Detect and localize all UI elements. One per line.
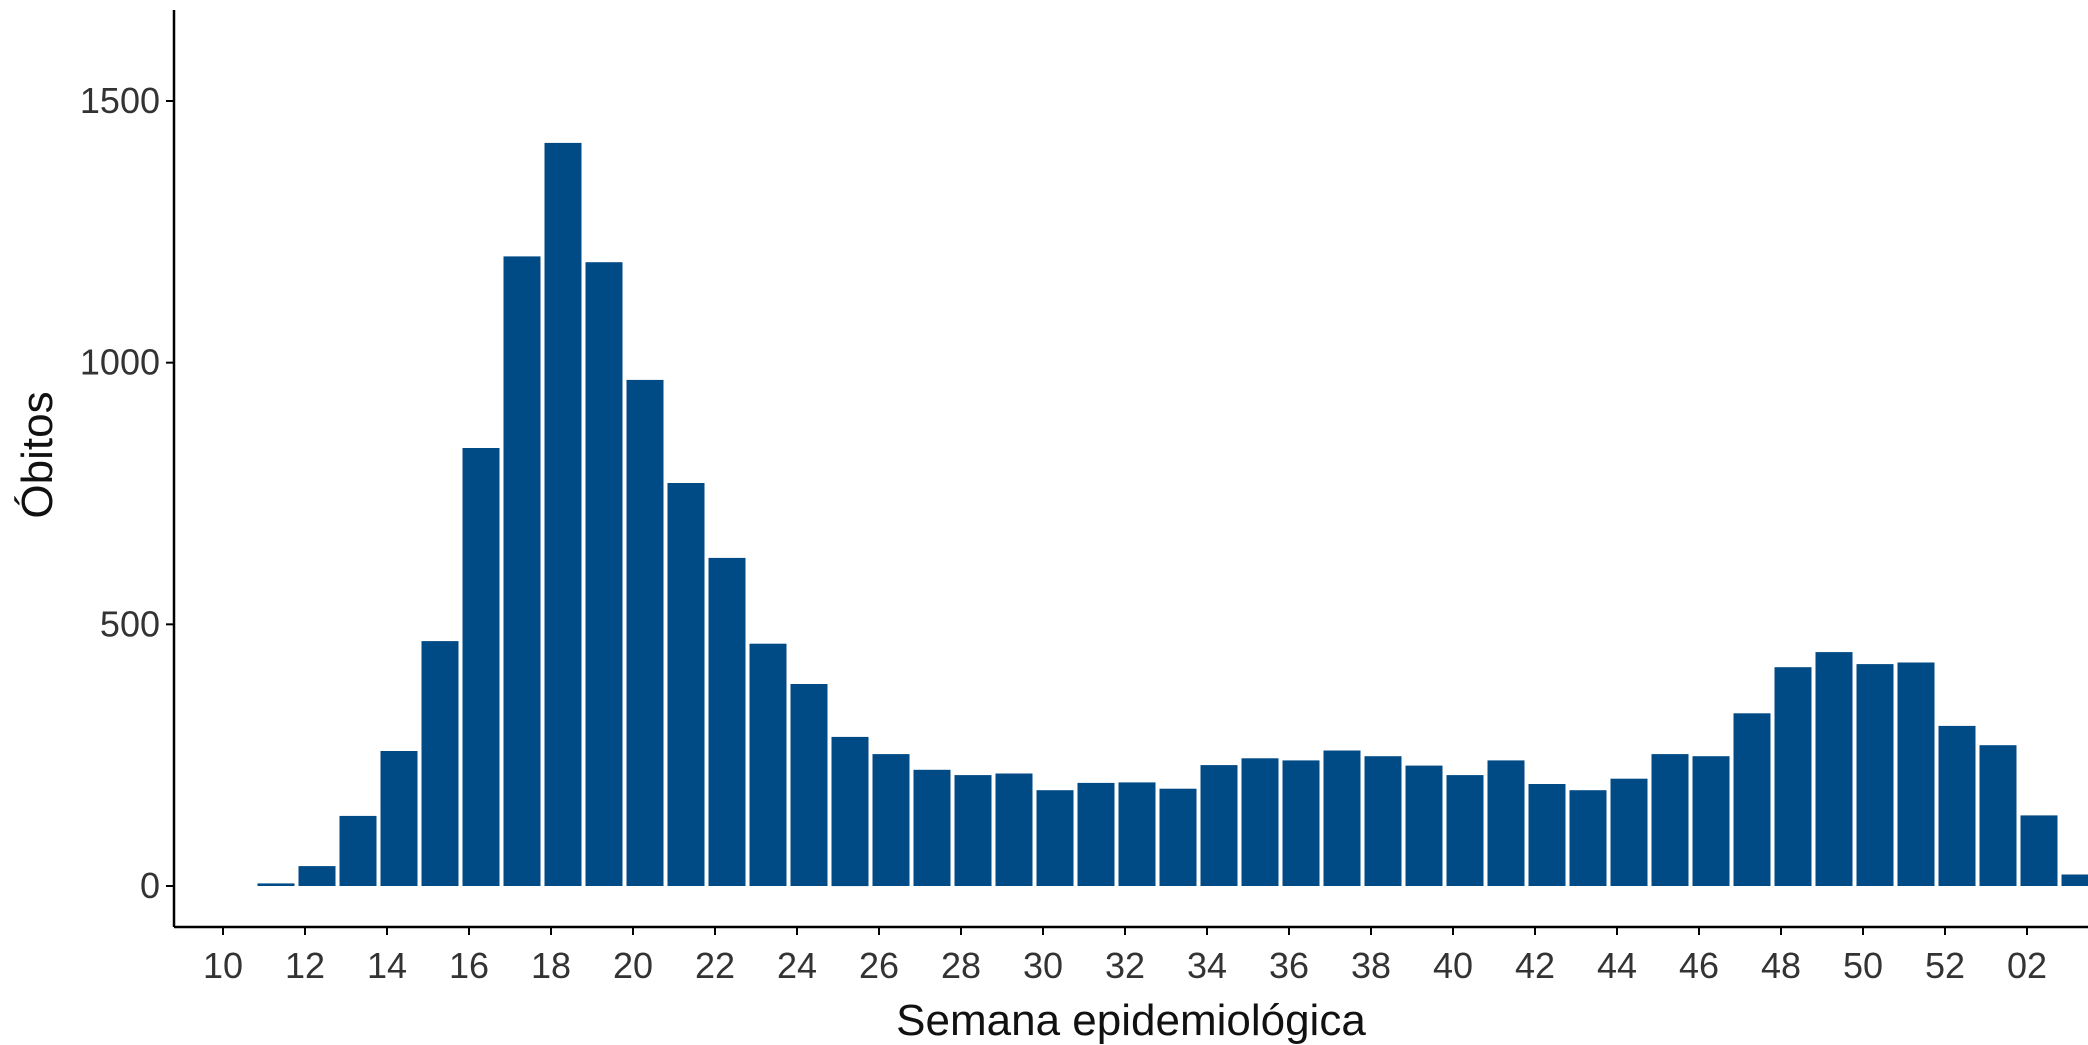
bar-week-37 (1323, 750, 1361, 886)
x-axis-title: Semana epidemiológica (896, 996, 1366, 1045)
bars-group (257, 142, 2088, 887)
x-tick-label: 12 (285, 945, 325, 986)
y-tick-label: 500 (100, 603, 160, 644)
bar-week-44 (1610, 778, 1648, 886)
x-tick-label: 52 (1925, 945, 1965, 986)
bar-week-47 (1733, 713, 1771, 886)
x-tick-label: 28 (941, 945, 981, 986)
bar-week-25 (831, 736, 869, 887)
x-tick-label: 24 (777, 945, 817, 986)
bar-week-22 (708, 557, 746, 886)
x-tick-label: 20 (613, 945, 653, 986)
bar-week-29 (995, 773, 1033, 886)
bar-week-26 (872, 754, 910, 886)
bar-week-45 (1651, 754, 1689, 886)
bar-week-01 (2020, 815, 2058, 886)
bar-week-48 (1774, 667, 1812, 886)
bar-week-20 (626, 379, 664, 886)
y-tick-label: 1500 (80, 80, 160, 121)
y-axis-title: Óbitos (13, 391, 62, 518)
bar-week-28 (954, 775, 992, 886)
bar-week-31 (1077, 782, 1115, 886)
bar-week-14 (380, 751, 418, 886)
bar-week-50 (1856, 664, 1894, 886)
x-tick-label: 26 (859, 945, 899, 986)
bar-week-51 (1897, 662, 1935, 886)
bar-week-24 (790, 684, 828, 886)
x-tick-label: 48 (1761, 945, 1801, 986)
bar-week-18 (544, 142, 582, 886)
y-axis-ticks: 0 500 1000 1500 (80, 80, 174, 906)
x-tick-label: 32 (1105, 945, 1145, 986)
x-tick-label: 16 (449, 945, 489, 986)
x-tick-label: 18 (531, 945, 571, 986)
x-tick-label: 50 (1843, 945, 1883, 986)
x-tick-label: 10 (203, 945, 243, 986)
x-tick-label: 46 (1679, 945, 1719, 986)
bar-week-27 (913, 769, 951, 886)
x-tick-label: 14 (367, 945, 407, 986)
bar-week-30 (1036, 790, 1074, 886)
bar-week-02 (2061, 874, 2088, 886)
bar-week-15 (421, 641, 459, 886)
bar-week-39 (1405, 765, 1443, 886)
bar-week-19 (585, 262, 623, 886)
x-tick-label: 38 (1351, 945, 1391, 986)
y-tick-label: 0 (140, 865, 160, 906)
bar-week-34 (1200, 765, 1238, 886)
bar-week-46 (1692, 756, 1730, 886)
x-tick-label: 22 (695, 945, 735, 986)
bar-week-16 (462, 448, 500, 886)
bar-week-23 (749, 643, 787, 886)
bar-week-12 (298, 866, 336, 886)
bar-week-42 (1528, 784, 1566, 886)
bar-week-21 (667, 483, 705, 886)
bar-week-36 (1282, 760, 1320, 886)
bar-week-11 (257, 883, 295, 886)
bar-week-13 (339, 815, 377, 886)
bar-week-35 (1241, 758, 1279, 886)
bar-week-43 (1569, 790, 1607, 886)
bar-week-53 (1979, 745, 2017, 886)
bar-week-33 (1159, 788, 1197, 886)
x-tick-label: 02 (2007, 945, 2047, 986)
x-tick-label: 34 (1187, 945, 1227, 986)
x-tick-label: 36 (1269, 945, 1309, 986)
bar-week-38 (1364, 756, 1402, 886)
bar-week-52 (1938, 725, 1976, 886)
bar-week-17 (503, 256, 541, 886)
x-tick-label: 40 (1433, 945, 1473, 986)
x-tick-label: 44 (1597, 945, 1637, 986)
y-tick-label: 1000 (80, 342, 160, 383)
bar-week-49 (1815, 652, 1853, 886)
bar-week-32 (1118, 782, 1156, 886)
x-tick-label: 30 (1023, 945, 1063, 986)
x-axis-ticks: 10 12 14 16 18 20 22 24 26 28 30 32 34 36 38 40 42 44 46 48… (203, 927, 2047, 986)
bar-week-41 (1487, 760, 1525, 886)
x-tick-label: 42 (1515, 945, 1555, 986)
bar-week-40 (1446, 775, 1484, 886)
